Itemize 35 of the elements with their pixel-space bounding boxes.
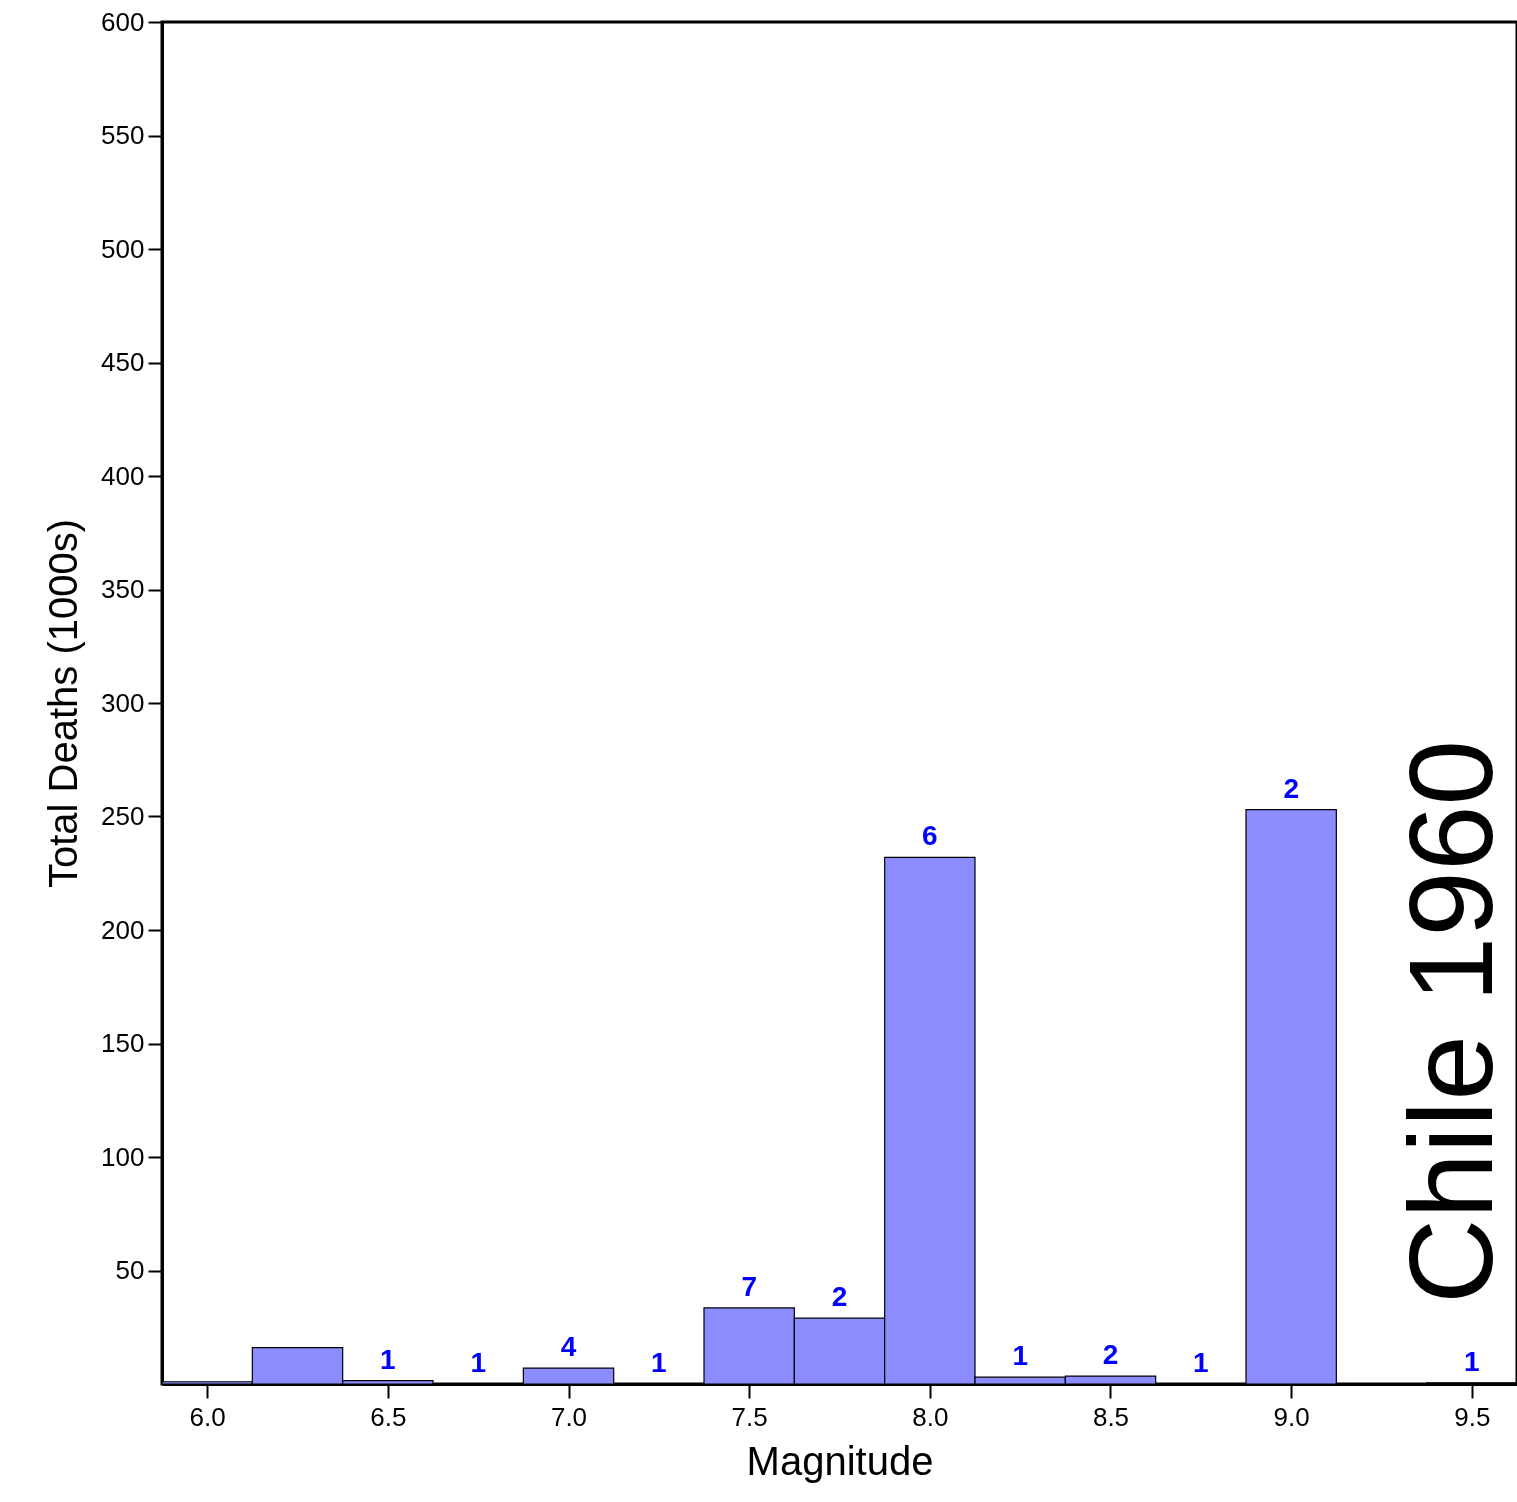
annotation: 1 — [380, 1343, 396, 1375]
y-tick-label: 350 — [101, 574, 145, 604]
y-tick-label: 150 — [101, 1028, 145, 1058]
y-tick-label: 100 — [101, 1141, 145, 1172]
y-tick-label: 450 — [101, 347, 145, 377]
annotation: 1 — [1464, 1345, 1480, 1377]
x-tick-label: 8.0 — [912, 1401, 949, 1432]
y-tick-label: 500 — [101, 233, 145, 264]
y-axis-title: Total Deaths (1000s) — [41, 518, 86, 889]
x-tick-label: 8.5 — [1092, 1401, 1130, 1432]
annotation: 2 — [1102, 1339, 1119, 1371]
x-tick-label: 6.5 — [370, 1401, 407, 1432]
x-tick-label: 6.0 — [189, 1401, 226, 1432]
annotation: 1 — [1012, 1340, 1028, 1372]
annotation: 4 — [560, 1331, 577, 1363]
x-tick-label: 7.5 — [731, 1401, 768, 1432]
y-tick-label: 600 — [101, 6, 145, 37]
x-axis-title: Magnitude — [746, 1438, 934, 1483]
annotation: 1 — [651, 1347, 667, 1378]
annotation: 2 — [831, 1281, 848, 1313]
x-tick-label: 9.5 — [1454, 1401, 1491, 1432]
annotation: 1 — [470, 1347, 486, 1378]
y-tick-label: 550 — [101, 120, 145, 150]
annotation: 2 — [1283, 772, 1299, 804]
y-tick-label: 50 — [115, 1255, 145, 1285]
y-tick-label: 400 — [101, 460, 145, 491]
annotation: 6 — [922, 820, 938, 852]
x-tick-label: 9.0 — [1273, 1401, 1310, 1432]
annotation: 7 — [741, 1270, 757, 1302]
annotation: 1 — [1193, 1347, 1209, 1378]
y-tick-label: 250 — [101, 801, 145, 831]
y-tick-label: 300 — [101, 687, 145, 718]
y-tick-label: 200 — [101, 914, 145, 945]
x-tick-label: 7.0 — [550, 1401, 588, 1432]
annotation: Chile 1960 — [1385, 739, 1517, 1304]
